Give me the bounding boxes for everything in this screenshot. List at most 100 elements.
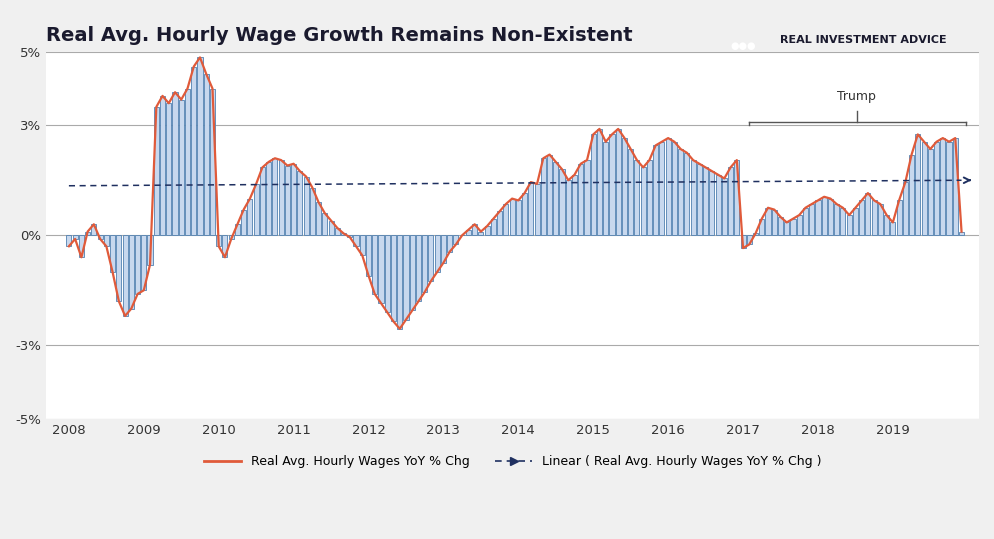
Bar xyxy=(73,235,78,239)
Bar xyxy=(79,235,83,257)
Bar xyxy=(746,235,751,245)
Bar xyxy=(659,142,664,235)
Bar xyxy=(129,235,134,309)
Bar xyxy=(790,219,795,235)
Bar xyxy=(185,88,190,235)
Text: Trump: Trump xyxy=(838,90,877,103)
Bar xyxy=(484,226,490,235)
Bar xyxy=(672,142,677,235)
Bar xyxy=(566,180,571,235)
Bar xyxy=(110,235,115,272)
Bar xyxy=(809,204,814,235)
Bar xyxy=(478,232,483,235)
Bar xyxy=(828,198,833,235)
Bar xyxy=(173,92,178,235)
Bar xyxy=(447,235,452,252)
Bar xyxy=(335,228,340,235)
Bar xyxy=(735,160,740,235)
Bar xyxy=(266,162,271,235)
Bar xyxy=(927,149,932,235)
Bar xyxy=(884,215,890,235)
Bar xyxy=(360,235,365,255)
Bar xyxy=(410,235,414,310)
Bar xyxy=(866,193,871,235)
Bar xyxy=(404,235,409,320)
Bar xyxy=(154,107,159,235)
Bar xyxy=(291,164,296,235)
Bar xyxy=(815,201,820,235)
Bar xyxy=(872,201,877,235)
Bar xyxy=(210,88,215,235)
Bar xyxy=(678,149,683,235)
Bar xyxy=(528,182,534,235)
Bar xyxy=(666,138,671,235)
Bar xyxy=(366,235,371,275)
Bar xyxy=(522,193,527,235)
Bar xyxy=(891,223,896,235)
Bar xyxy=(778,217,783,235)
Bar xyxy=(691,160,696,235)
Bar xyxy=(415,235,421,301)
Bar xyxy=(91,224,96,235)
Bar xyxy=(85,232,90,235)
Bar xyxy=(897,201,902,235)
Bar xyxy=(385,235,390,312)
Bar xyxy=(741,235,746,248)
Bar xyxy=(242,210,247,235)
Bar xyxy=(859,201,864,235)
Bar xyxy=(179,100,184,235)
Bar xyxy=(278,160,283,235)
Bar xyxy=(959,232,964,235)
Bar xyxy=(716,175,721,235)
Bar xyxy=(166,103,171,235)
Bar xyxy=(903,182,908,235)
Bar xyxy=(584,160,589,235)
Bar xyxy=(822,197,827,235)
Bar xyxy=(590,134,595,235)
Bar xyxy=(441,235,446,263)
Bar xyxy=(347,235,352,237)
Bar xyxy=(223,235,228,257)
Bar xyxy=(915,134,920,235)
Bar xyxy=(765,208,770,235)
Bar xyxy=(603,142,608,235)
Bar xyxy=(510,198,515,235)
Bar xyxy=(622,138,627,235)
Bar xyxy=(554,162,559,235)
Bar xyxy=(541,158,546,235)
Bar xyxy=(722,178,727,235)
Bar xyxy=(647,160,652,235)
Bar xyxy=(160,96,165,235)
Text: REAL INVESTMENT ADVICE: REAL INVESTMENT ADVICE xyxy=(780,36,947,45)
Bar xyxy=(466,230,471,235)
Bar xyxy=(940,138,945,235)
Bar xyxy=(322,213,327,235)
Bar xyxy=(428,235,433,281)
Bar xyxy=(628,149,633,235)
Bar xyxy=(248,198,252,235)
Bar xyxy=(878,204,883,235)
Bar xyxy=(141,235,146,291)
Bar xyxy=(253,184,258,235)
Bar xyxy=(560,169,565,235)
Bar xyxy=(229,235,234,239)
Bar xyxy=(921,142,926,235)
Bar xyxy=(946,142,951,235)
Bar xyxy=(497,211,502,235)
Bar xyxy=(853,208,858,235)
Bar xyxy=(97,235,102,239)
Bar xyxy=(216,235,222,246)
Bar xyxy=(753,233,758,235)
Bar xyxy=(840,208,846,235)
Bar xyxy=(615,129,620,235)
Bar xyxy=(503,204,508,235)
Bar xyxy=(303,177,309,235)
Bar xyxy=(491,219,496,235)
Bar xyxy=(204,74,209,235)
Bar xyxy=(116,235,121,301)
Bar xyxy=(379,235,384,303)
Text: Real Avg. Hourly Wage Growth Remains Non-Existent: Real Avg. Hourly Wage Growth Remains Non… xyxy=(47,26,633,45)
Bar xyxy=(103,235,109,246)
Bar xyxy=(516,201,521,235)
Bar xyxy=(329,220,334,235)
